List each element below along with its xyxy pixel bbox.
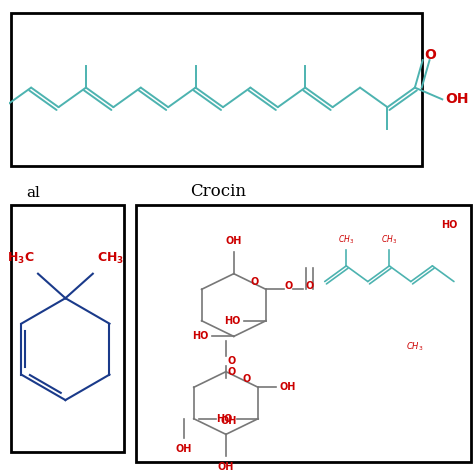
Text: O: O <box>243 374 251 384</box>
Text: O: O <box>425 48 437 62</box>
Text: HO: HO <box>192 331 208 341</box>
Bar <box>10 13 422 166</box>
Text: HO: HO <box>216 414 233 424</box>
Bar <box>136 205 471 462</box>
Text: OH: OH <box>218 462 234 472</box>
Text: HO: HO <box>441 220 457 230</box>
Text: O: O <box>306 282 314 292</box>
Text: OH: OH <box>445 92 469 106</box>
Text: HO: HO <box>224 316 240 326</box>
Text: O: O <box>228 367 236 377</box>
Bar <box>10 205 124 452</box>
Text: $CH_3$: $CH_3$ <box>381 234 397 246</box>
Text: OH: OH <box>176 444 192 454</box>
Text: $\mathbf{H_3C}$: $\mathbf{H_3C}$ <box>7 251 34 266</box>
Text: $CH_3$: $CH_3$ <box>338 234 354 246</box>
Text: OH: OH <box>220 416 237 426</box>
Text: $\mathbf{CH_3}$: $\mathbf{CH_3}$ <box>97 251 124 266</box>
Text: OH: OH <box>226 236 242 246</box>
Text: O: O <box>251 276 259 287</box>
Text: $CH_3$: $CH_3$ <box>406 340 424 353</box>
Text: OH: OH <box>280 383 296 392</box>
Text: Crocin: Crocin <box>190 182 246 200</box>
Text: O: O <box>284 282 292 292</box>
Text: al: al <box>26 185 40 200</box>
Text: O: O <box>228 356 236 366</box>
